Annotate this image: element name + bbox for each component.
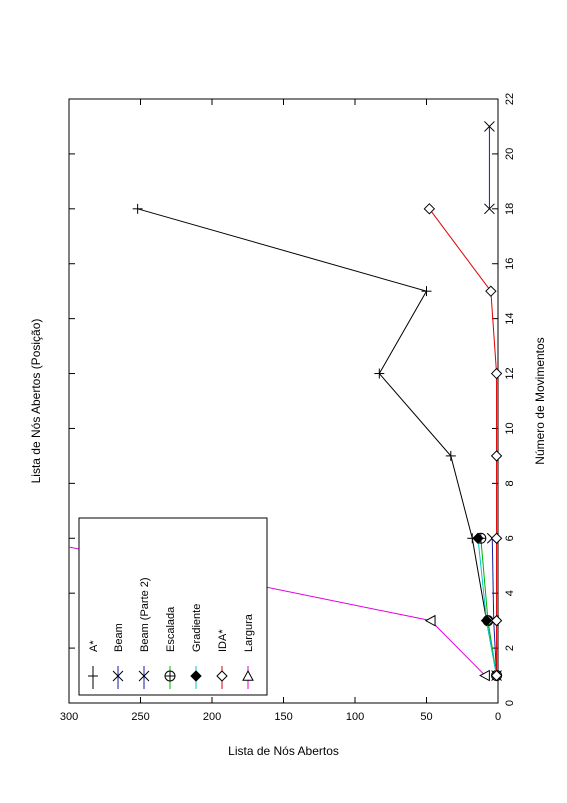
series-ida: [424, 204, 501, 681]
x-tick-label: 16: [504, 258, 516, 270]
x-tick-label: 0: [504, 700, 516, 706]
legend-label: A*: [88, 640, 100, 652]
series-beam-parte-2: [484, 121, 494, 213]
data-point: [424, 204, 434, 214]
x-tick-label: 14: [504, 313, 516, 325]
data-point: [422, 286, 432, 296]
x-tick-label: 2: [504, 645, 516, 651]
data-point: [492, 616, 502, 626]
series-beam: [487, 533, 501, 680]
data-point: [133, 204, 143, 214]
x-axis-label: Número de Movimentos: [533, 337, 547, 464]
data-point: [492, 533, 502, 543]
chart-title: Lista de Nós Abertos (Posição): [29, 319, 43, 484]
y-tick-label: 50: [420, 711, 432, 723]
data-point: [486, 286, 496, 296]
x-tick-label: 22: [504, 93, 516, 105]
x-tick-label: 8: [504, 480, 516, 486]
data-point: [492, 369, 502, 379]
x-tick-label: 20: [504, 148, 516, 160]
legend-label: Beam: [113, 623, 125, 652]
x-tick-label: 12: [504, 367, 516, 379]
y-tick-label: 0: [495, 711, 501, 723]
x-tick-label: 4: [504, 590, 516, 596]
y-tick-label: 100: [346, 711, 364, 723]
legend-label: Largura: [243, 613, 255, 652]
x-tick-label: 18: [504, 203, 516, 215]
x-tick-label: 6: [504, 535, 516, 541]
y-tick-label: 300: [60, 711, 78, 723]
x-tick-label: 10: [504, 422, 516, 434]
legend: A* Beam Beam (Parte 2) Escalada Gradiente IDA…: [79, 518, 267, 695]
legend-marker: [165, 671, 175, 681]
y-tick-label: 200: [203, 711, 221, 723]
legend-item: Gradiente: [191, 604, 203, 689]
legend-box: [79, 518, 267, 695]
data-point: [426, 616, 435, 626]
data-point: [492, 451, 502, 461]
legend-label: IDA*: [217, 629, 229, 652]
legend-label: Escalada: [165, 606, 177, 652]
series-line: [481, 538, 497, 675]
y-tick-label: 150: [274, 711, 292, 723]
y-axis-label: Lista de Nós Abertos: [228, 744, 339, 758]
legend-label: Beam (Parte 2): [139, 577, 151, 652]
y-tick-label: 250: [131, 711, 149, 723]
legend-label: Gradiente: [191, 604, 203, 652]
